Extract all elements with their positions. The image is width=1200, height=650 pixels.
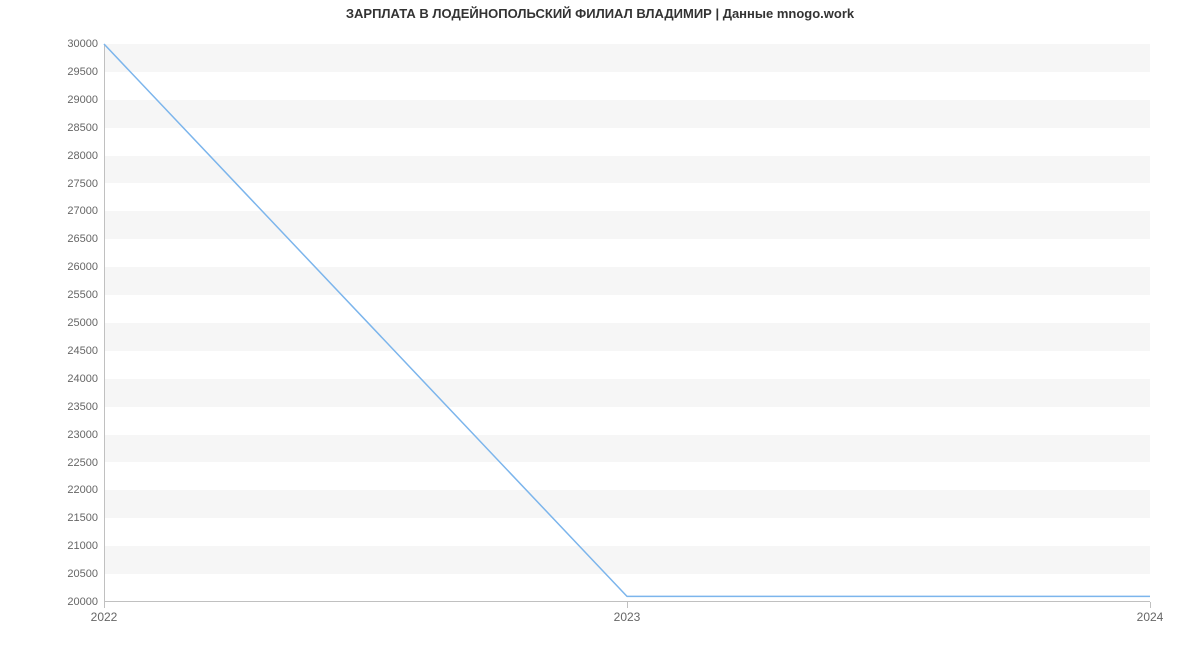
x-tick-label: 2023 <box>614 610 641 624</box>
y-tick-label: 25000 <box>67 317 98 329</box>
y-tick-label: 21000 <box>67 540 98 552</box>
y-tick-label: 22500 <box>67 457 98 469</box>
series-line-salary <box>104 44 1150 596</box>
y-tick-label: 28500 <box>67 122 98 134</box>
y-tick-label: 20000 <box>67 596 98 608</box>
y-tick-label: 29000 <box>67 94 98 106</box>
y-tick-label: 29500 <box>67 66 98 78</box>
y-tick-label: 23500 <box>67 401 98 413</box>
x-tick-mark <box>104 602 105 608</box>
chart-title: ЗАРПЛАТА В ЛОДЕЙНОПОЛЬСКИЙ ФИЛИАЛ ВЛАДИМ… <box>0 6 1200 21</box>
y-tick-label: 23000 <box>67 429 98 441</box>
y-tick-label: 27000 <box>67 205 98 217</box>
x-tick-mark <box>627 602 628 608</box>
y-tick-label: 24500 <box>67 345 98 357</box>
y-tick-label: 26000 <box>67 261 98 273</box>
y-tick-label: 30000 <box>67 38 98 50</box>
y-tick-label: 24000 <box>67 373 98 385</box>
y-tick-label: 27500 <box>67 178 98 190</box>
y-tick-label: 22000 <box>67 484 98 496</box>
x-tick-mark <box>1150 602 1151 608</box>
x-tick-label: 2022 <box>91 610 118 624</box>
y-tick-label: 21500 <box>67 512 98 524</box>
y-tick-label: 20500 <box>67 568 98 580</box>
x-tick-label: 2024 <box>1137 610 1164 624</box>
salary-line-chart: ЗАРПЛАТА В ЛОДЕЙНОПОЛЬСКИЙ ФИЛИАЛ ВЛАДИМ… <box>0 0 1200 650</box>
y-tick-label: 25500 <box>67 289 98 301</box>
line-layer <box>104 44 1150 602</box>
y-tick-label: 28000 <box>67 150 98 162</box>
plot-area: 2000020500210002150022000225002300023500… <box>104 44 1150 602</box>
y-tick-label: 26500 <box>67 233 98 245</box>
